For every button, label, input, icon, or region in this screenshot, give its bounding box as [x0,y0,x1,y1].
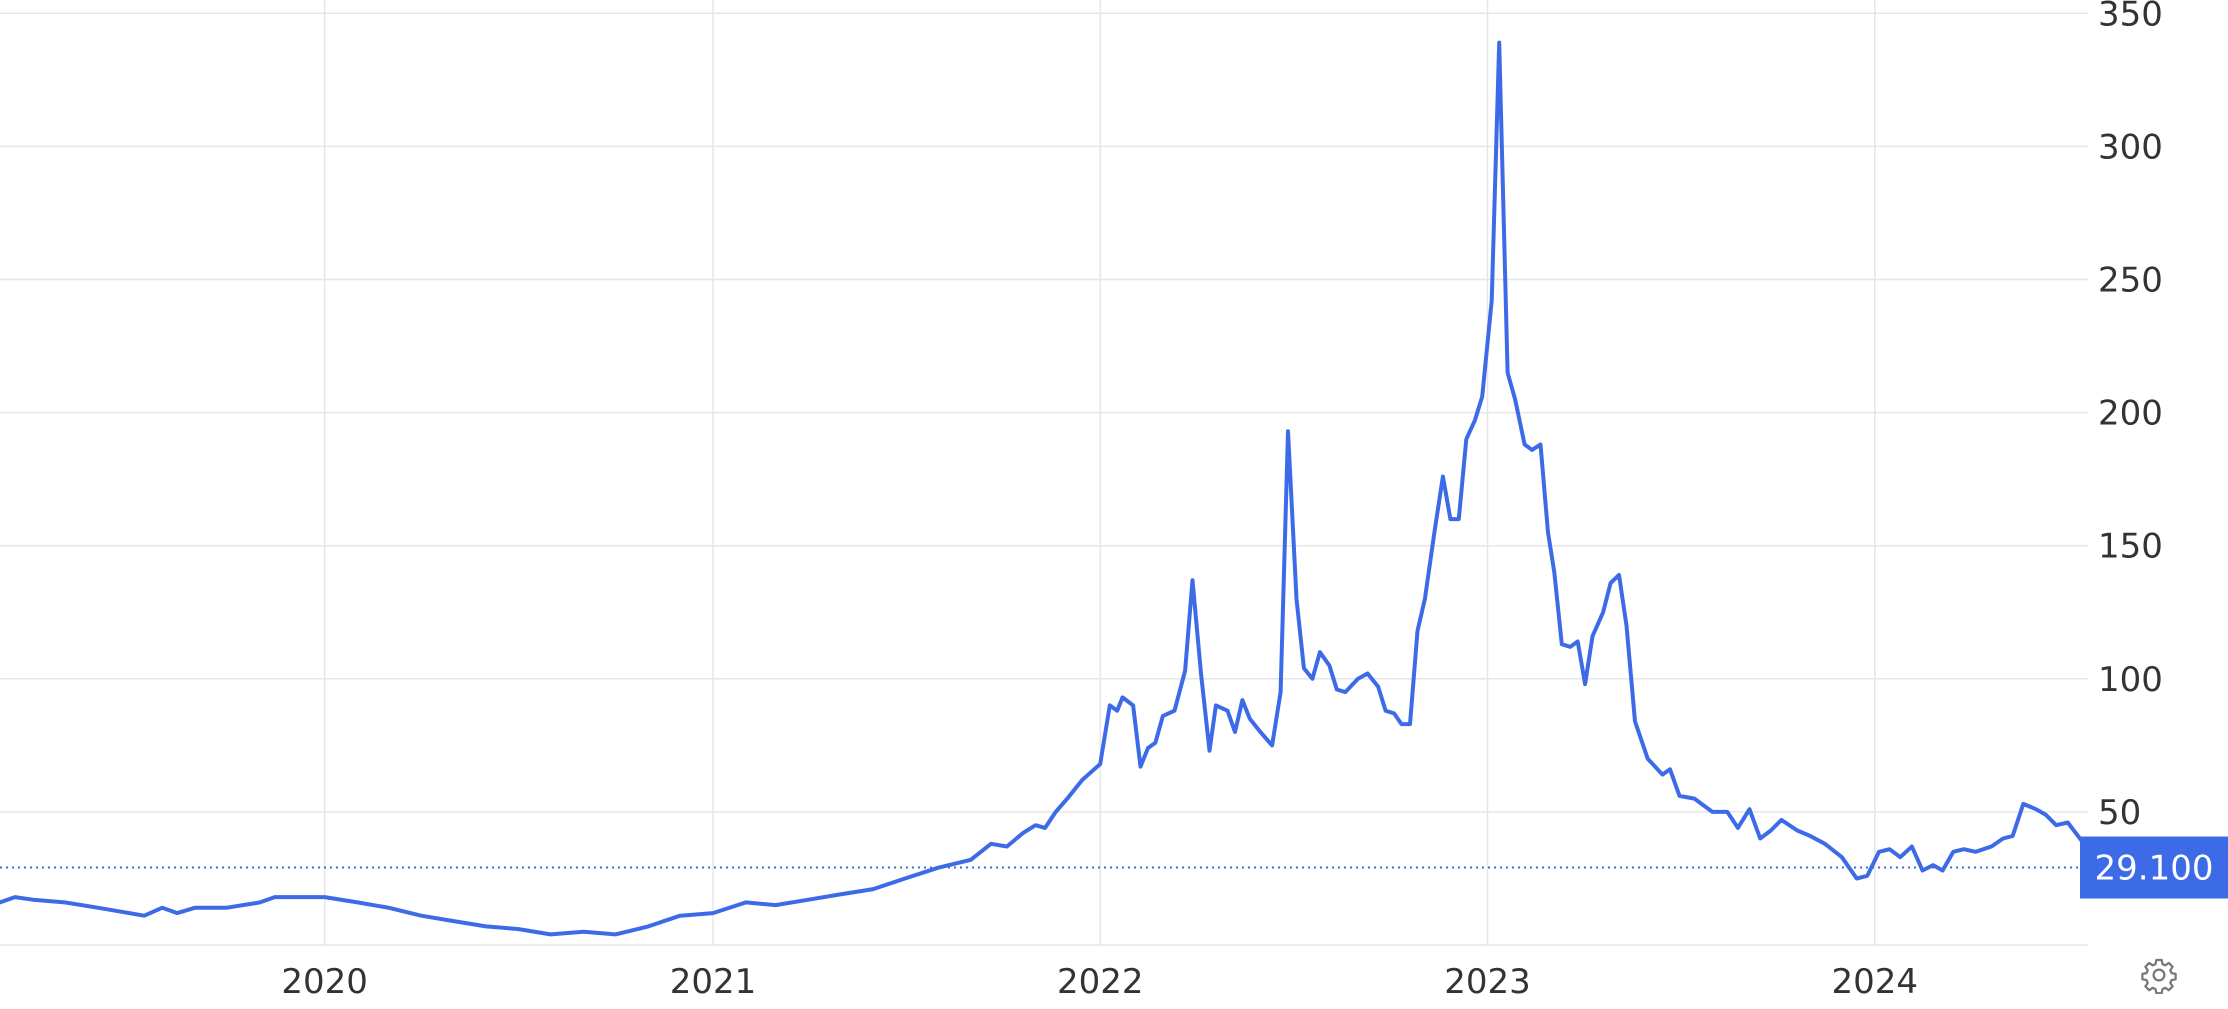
y-tick-label: 50 [2098,793,2141,833]
x-tick-label: 2023 [1444,962,1531,1002]
last-value-badge [2080,836,2228,899]
gear-icon[interactable] [2140,956,2178,994]
x-tick-label: 2021 [670,962,757,1002]
last-value-marker: 29.100 [0,836,2228,899]
y-tick-label: 150 [2098,527,2163,567]
y-tick-label: 350 [2098,0,2163,34]
x-tick-label: 2024 [1831,962,1918,1002]
x-tick-label: 2022 [1057,962,1144,1002]
series-line [0,40,2201,937]
axis-layer: 50 100 150 200 250 300 350 2020 2021 2022 2023 2024 [281,0,2163,1002]
x-tick-label: 2020 [281,962,368,1002]
y-tick-label: 250 [2098,261,2163,301]
y-tick-label: 200 [2098,394,2163,434]
grid-layer [0,0,2088,946]
series-layer [0,40,2201,937]
y-tick-label: 100 [2098,660,2163,700]
y-tick-label: 300 [2098,127,2163,167]
last-value-label: 29.100 [2095,849,2214,889]
